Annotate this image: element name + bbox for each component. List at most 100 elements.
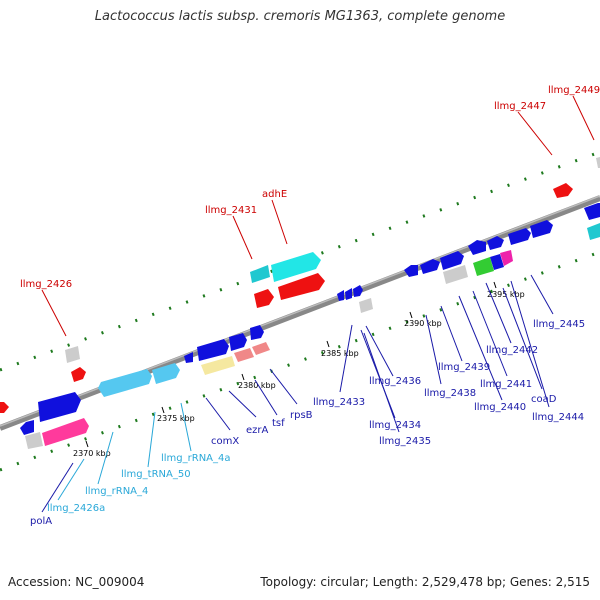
gene-arrow[interactable] bbox=[234, 348, 254, 362]
leader-lines bbox=[41, 95, 595, 513]
gene-box[interactable] bbox=[473, 257, 494, 276]
forward-strand-genes bbox=[0, 157, 600, 422]
gene-arrow[interactable] bbox=[345, 288, 352, 300]
gene-label[interactable]: llmg_2442 bbox=[486, 345, 538, 356]
gene-arrow[interactable] bbox=[508, 228, 531, 245]
gene-label[interactable]: rpsB bbox=[290, 410, 313, 421]
gene-label[interactable]: llmg_rRNA_4a bbox=[161, 453, 231, 464]
gene-label[interactable]: llmg_tRNA_50 bbox=[121, 469, 191, 480]
gene-arrow[interactable] bbox=[42, 418, 89, 446]
gene-label[interactable]: adhE bbox=[262, 189, 287, 200]
gene-box[interactable] bbox=[596, 157, 600, 168]
gene-arrow[interactable] bbox=[152, 363, 180, 384]
gene-label[interactable]: llmg_2445 bbox=[533, 319, 585, 330]
leader-line bbox=[97, 431, 114, 485]
gene-arrow[interactable] bbox=[252, 342, 270, 355]
gene-label[interactable]: llmg_2447 bbox=[494, 101, 546, 112]
leader-line bbox=[440, 305, 463, 362]
gene-arrow[interactable] bbox=[553, 183, 573, 198]
gene-box[interactable] bbox=[490, 254, 504, 270]
gene-box[interactable] bbox=[201, 356, 235, 375]
gene-labels: llmg_2426 llmg_2431 adhE llmg_2447 llmg_… bbox=[20, 85, 600, 527]
scale-tick-mark bbox=[161, 406, 165, 414]
gene-label[interactable]: llmg_2441 bbox=[480, 379, 532, 390]
gene-label[interactable]: llmg_2434 bbox=[369, 420, 421, 431]
leader-line bbox=[228, 390, 257, 418]
gene-arrow[interactable] bbox=[20, 420, 34, 435]
scale-tick-label: 2390 kbp bbox=[404, 319, 442, 328]
leader-line bbox=[363, 332, 400, 433]
leader-line bbox=[517, 111, 553, 156]
gene-arrow[interactable] bbox=[530, 220, 553, 238]
leader-line bbox=[269, 368, 298, 405]
leader-line bbox=[254, 379, 278, 416]
gene-box[interactable] bbox=[359, 298, 373, 313]
leader-line bbox=[41, 289, 67, 337]
gene-arrow[interactable] bbox=[254, 289, 274, 308]
gene-arrow[interactable] bbox=[184, 352, 193, 363]
gene-label[interactable]: coaD bbox=[531, 394, 557, 405]
gene-arrow[interactable] bbox=[229, 333, 247, 351]
gene-arrow[interactable] bbox=[0, 402, 9, 413]
gene-label[interactable]: llmg_2439 bbox=[438, 362, 490, 373]
gene-arrow[interactable] bbox=[250, 265, 270, 283]
leader-line bbox=[57, 458, 85, 501]
gene-arrow[interactable] bbox=[353, 285, 363, 297]
gene-arrow[interactable] bbox=[271, 252, 321, 282]
gene-label[interactable]: llmg_2431 bbox=[205, 205, 257, 216]
gene-arrow[interactable] bbox=[404, 265, 418, 277]
gene-arrow[interactable] bbox=[420, 259, 440, 274]
map-title: Lactococcus lactis subsp. cremoris MG136… bbox=[94, 9, 506, 24]
leader-line bbox=[572, 95, 595, 141]
gene-arrow[interactable] bbox=[197, 339, 229, 361]
gene-label[interactable]: llmg_2426a bbox=[47, 503, 105, 514]
gene-box[interactable] bbox=[500, 250, 513, 266]
scale-tick-mark bbox=[326, 340, 330, 348]
gene-arrow[interactable] bbox=[38, 392, 81, 422]
gene-box[interactable] bbox=[443, 265, 468, 284]
leader-line bbox=[425, 314, 442, 385]
gene-label[interactable]: ezrA bbox=[246, 425, 269, 436]
gene-arrow[interactable] bbox=[71, 367, 86, 382]
scale-tick-mark bbox=[409, 311, 413, 319]
gene-label[interactable]: comX bbox=[211, 436, 239, 447]
gene-label[interactable]: llmg_2438 bbox=[424, 388, 476, 399]
gene-arrow[interactable] bbox=[584, 203, 600, 220]
scale-tick-label: 2385 kbp bbox=[321, 349, 359, 358]
gene-label[interactable]: llmg_2435 bbox=[379, 436, 431, 447]
leader-line bbox=[180, 402, 192, 452]
gene-arrow[interactable] bbox=[337, 290, 344, 301]
gene-box[interactable] bbox=[65, 346, 80, 363]
leader-line bbox=[205, 397, 231, 431]
gene-arrow[interactable] bbox=[468, 240, 486, 255]
scale-tick-mark bbox=[241, 373, 245, 381]
gene-arrow[interactable] bbox=[250, 325, 264, 340]
gene-label[interactable]: llmg_2440 bbox=[474, 402, 526, 413]
gene-label[interactable]: llmg_2444 bbox=[532, 412, 584, 423]
gene-arrow[interactable] bbox=[440, 251, 464, 270]
scale-tick-mark bbox=[85, 440, 89, 448]
genome-summary-text: Topology: circular; Length: 2,529,478 bp… bbox=[260, 575, 590, 589]
gene-label[interactable]: llmg_2433 bbox=[313, 397, 365, 408]
gene-label[interactable]: llmg_2436 bbox=[369, 376, 421, 387]
leader-line bbox=[232, 215, 253, 260]
gene-label[interactable]: llmg_2426 bbox=[20, 279, 72, 290]
leader-line bbox=[485, 282, 512, 344]
gene-arrow[interactable] bbox=[587, 223, 600, 240]
leader-line bbox=[271, 199, 288, 245]
leader-line bbox=[365, 325, 394, 377]
leader-line bbox=[502, 287, 543, 390]
gene-label[interactable]: tsf bbox=[272, 418, 285, 429]
gene-arrow[interactable] bbox=[278, 273, 325, 300]
gene-label[interactable]: polA bbox=[30, 516, 52, 527]
gene-box[interactable] bbox=[25, 432, 43, 449]
gene-label[interactable]: llmg_rRNA_4 bbox=[85, 486, 148, 497]
gene-label[interactable]: llmg_2449 bbox=[548, 85, 600, 96]
gene-arrow[interactable] bbox=[98, 369, 152, 397]
reverse-strand-genes bbox=[20, 250, 513, 449]
scale-tick-mark bbox=[493, 281, 497, 289]
gene-arrow[interactable] bbox=[487, 236, 504, 250]
scale-tick-label: 2380 kbp bbox=[238, 381, 276, 390]
